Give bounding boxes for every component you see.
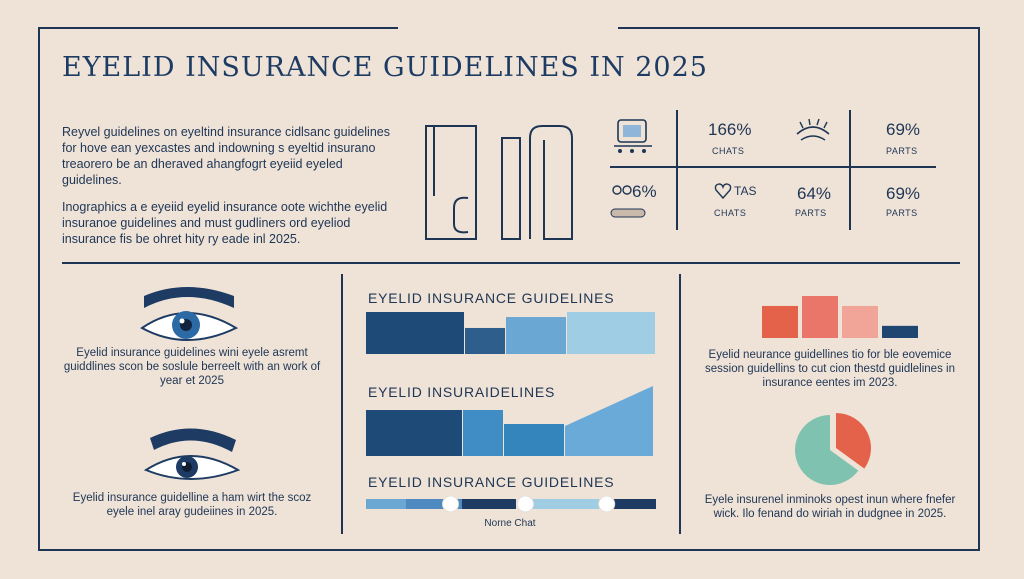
stat-value-6: 69% [886,184,921,203]
chart-1-bar-4 [567,312,655,354]
chart-3-bar-2 [802,296,838,338]
vision-test-icon [614,119,652,153]
slider-track-light [366,499,406,509]
stat-value-4: TAS [734,184,757,198]
chart-1 [366,312,655,354]
chart-3-bar-4 [882,325,918,338]
stat-label-2: PARTS [886,146,918,156]
chart-3-title: EYELID INSURANCE GUIDELINES [368,474,615,490]
pill-strip-icon [610,208,646,218]
frame-top-left [38,27,398,29]
stats-divider-2 [849,110,851,230]
chart-2 [366,386,653,456]
stats-divider-1 [676,110,678,230]
slider-track-pale [520,499,656,509]
shield-heart-icon [714,183,732,200]
eye-caption-bottom: Eyelid insurance guidelline a ham wirt t… [72,492,312,518]
chart-1-bar-2 [465,327,505,354]
eye-caption-top: Eyelid insurance guidelines wini eyele a… [63,347,321,387]
chart-2-bar-1 [366,410,462,456]
stat-value-1: 166% [708,120,752,139]
chart-1-title: EYELID INSURANCE GUIDELINES [368,290,615,306]
slider-track-end [610,499,656,509]
page-title: EYELID INSURANCE GUIDELINES IN 2025 [62,52,708,83]
chart-3 [762,296,918,338]
slider-knob-1[interactable] [442,495,459,513]
slider-caption: Norne Chat [484,518,536,529]
stat-value-5: 64% [797,184,832,203]
pie-slice-1 [795,415,859,485]
stat-label-5: PARTS [795,208,827,218]
frame-top-right [618,27,980,29]
stat-value-3: 6% [632,182,657,201]
chart-1-bar-1 [366,312,464,354]
chart-3-bar-1 [762,305,798,338]
lower-divider-right [679,274,681,534]
chart-2-bar-3 [504,424,564,456]
slider-track-dark [366,499,516,509]
stat-label-1: CHATS [712,146,745,156]
right-caption-top: Eyelid neurance guidellines tio for ble … [705,349,955,389]
slider-knob-2[interactable] [517,495,534,513]
slider-track-navy [462,499,516,509]
stat-value-2: 69% [886,120,921,139]
stat-label-4: CHATS [714,208,747,218]
slider-knob-3[interactable] [598,495,616,513]
frame-left [38,27,40,551]
chart-1-bar-3 [506,317,566,354]
chart-2-title: EYELID INSURAIDELINES [368,384,556,400]
pie-slice-2 [836,413,871,469]
frame-bottom [38,549,980,551]
pie-chart [795,413,871,485]
stat-label-6: PARTS [886,208,918,218]
abstract-logo-icon [425,125,573,240]
section-divider [62,262,960,264]
intro-paragraph-1: Reyvel guidelines on eyeltind insurance … [62,125,390,187]
slider-track [366,495,656,513]
eyelash-icon [796,118,830,141]
lower-divider-left [341,274,343,534]
chart-2-bar-4 [565,386,653,456]
right-caption-bottom: Eyele insurenel inminoks opest inun wher… [704,494,956,520]
chart-3-bar-3 [842,305,878,338]
chart-2-bar-2 [463,410,503,456]
stats-divider-row [610,166,936,168]
frame-right [978,27,980,551]
glasses-icon [612,185,632,195]
intro-paragraph-2: Inographics a e eyeiid eyelid insurance … [62,200,388,246]
eye-icon-bottom [143,428,241,480]
eye-icon-top [140,287,239,341]
